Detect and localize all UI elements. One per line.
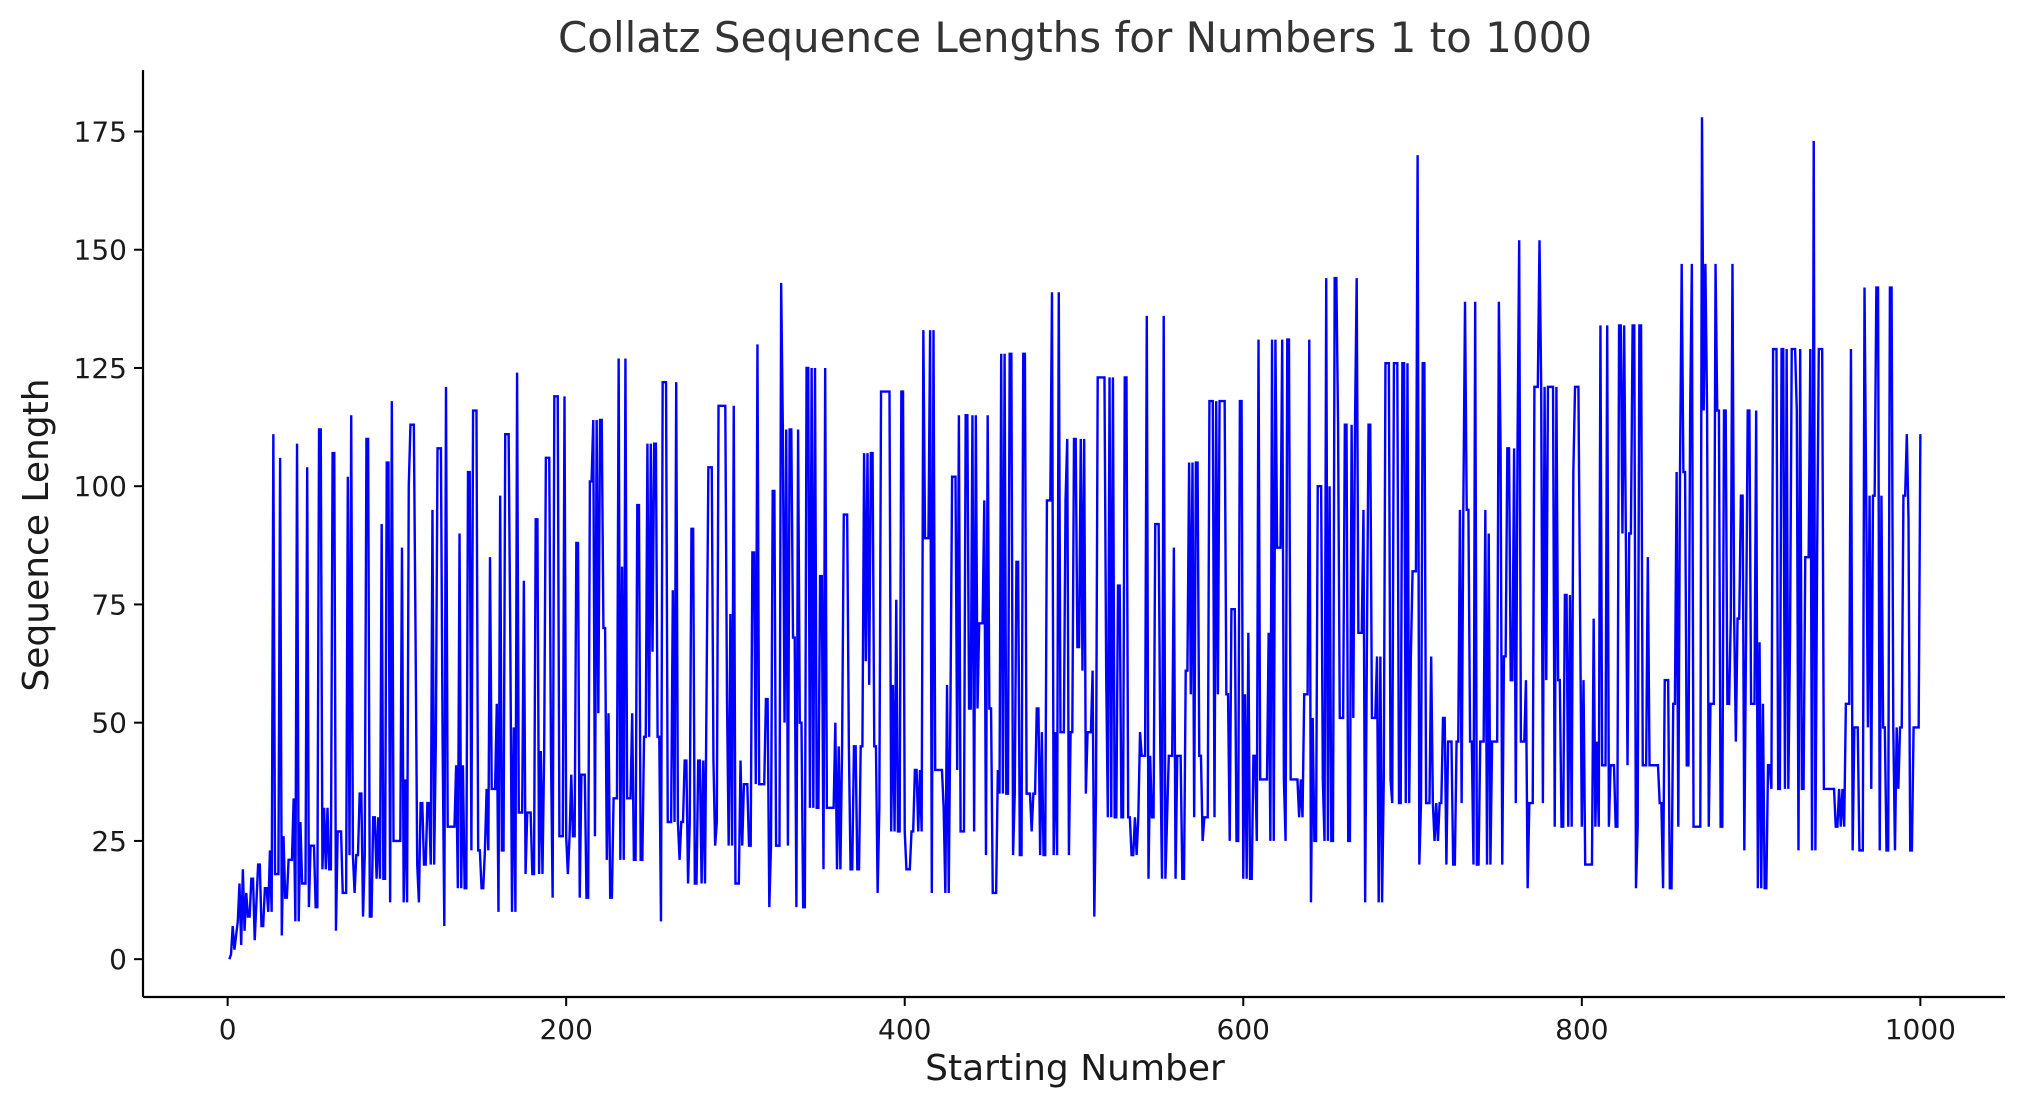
y-tick-label: 125 (74, 352, 127, 385)
y-tick-label: 0 (109, 943, 127, 976)
y-tick-label: 175 (74, 115, 127, 148)
y-axis-label: Sequence Length (16, 378, 57, 691)
y-tick-label: 150 (74, 234, 127, 267)
x-axis-ticks: 0 200 400 600 800 1000 (219, 997, 1956, 1046)
y-tick-label: 100 (74, 470, 127, 503)
plot-area (228, 117, 1922, 960)
x-tick-label: 200 (539, 1013, 592, 1046)
y-tick-label: 50 (91, 707, 127, 740)
x-tick-label: 1000 (1885, 1013, 1956, 1046)
y-axis-ticks: 0 25 50 75 100 125 150 175 (74, 115, 143, 976)
x-tick-label: 0 (219, 1013, 237, 1046)
series-line-collatz-lengths (228, 117, 1922, 960)
x-axis-label: Starting Number (925, 1048, 1225, 1089)
x-tick-label: 800 (1555, 1013, 1608, 1046)
y-tick-label: 25 (91, 825, 127, 858)
chart-title: Collatz Sequence Lengths for Numbers 1 t… (558, 13, 1592, 62)
x-tick-label: 600 (1217, 1013, 1270, 1046)
y-tick-label: 75 (91, 588, 127, 621)
x-tick-label: 400 (878, 1013, 931, 1046)
